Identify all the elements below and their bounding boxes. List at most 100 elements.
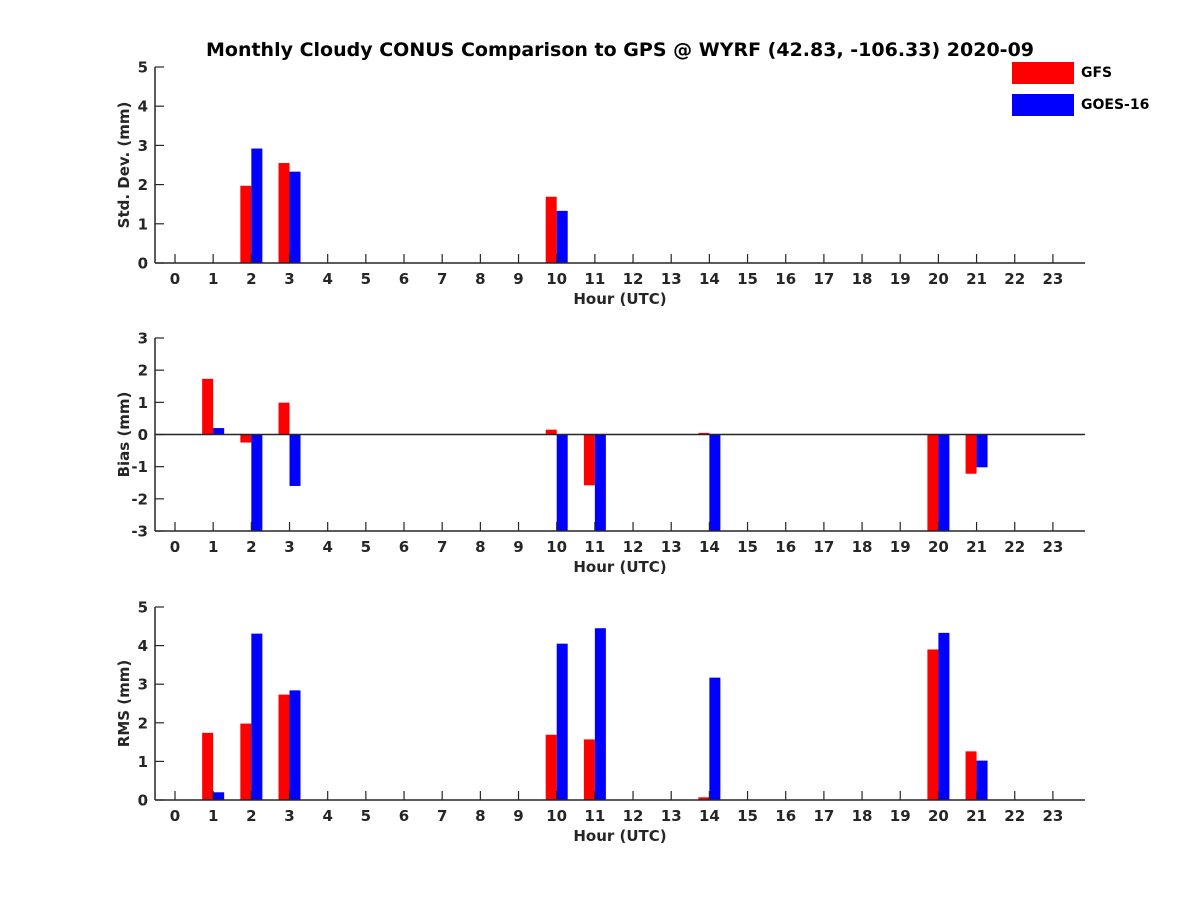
bar-gfs-hour-14 <box>698 432 710 435</box>
x-tick-label: 19 <box>890 807 911 825</box>
x-tick-label: 20 <box>928 538 949 556</box>
x-tick-label: 9 <box>513 270 523 288</box>
x-tick-label: 9 <box>513 538 523 556</box>
x-tick-label: 12 <box>623 538 644 556</box>
bar-goes16-hour-20 <box>938 434 950 531</box>
bar-goes16-hour-10 <box>556 643 568 800</box>
x-tick-label: 0 <box>170 270 180 288</box>
y-tick-label: -3 <box>131 523 148 541</box>
x-tick-label: 18 <box>852 538 873 556</box>
x-axis-label: Hour (UTC) <box>573 290 666 308</box>
bar-goes16-hour-2 <box>251 434 263 531</box>
y-tick-label: 4 <box>138 98 148 116</box>
x-tick-label: 18 <box>852 807 873 825</box>
y-tick-label: 3 <box>138 676 148 694</box>
bar-gfs-hour-3 <box>278 694 290 800</box>
x-tick-label: 13 <box>661 538 682 556</box>
bar-goes16-hour-20 <box>938 632 950 800</box>
x-tick-label: 20 <box>928 807 949 825</box>
x-tick-label: 4 <box>322 807 332 825</box>
x-tick-label: 16 <box>775 807 796 825</box>
y-axis-label: RMS (mm) <box>115 660 133 747</box>
bar-goes16-hour-14 <box>709 434 721 531</box>
bar-gfs-hour-1 <box>202 732 214 800</box>
x-tick-label: 23 <box>1042 538 1063 556</box>
x-tick-label: 8 <box>475 807 485 825</box>
legend-label-gfs: GFS <box>1081 65 1113 81</box>
x-tick-label: 12 <box>623 807 644 825</box>
legend-item-gfs: GFS <box>1012 62 1162 92</box>
chart-title: Monthly Cloudy CONUS Comparison to GPS @… <box>206 39 1034 61</box>
x-tick-label: 14 <box>699 270 720 288</box>
x-tick-label: 21 <box>966 538 987 556</box>
x-tick-label: 3 <box>284 807 294 825</box>
x-tick-label: 3 <box>284 270 294 288</box>
bar-gfs-hour-10 <box>545 196 557 263</box>
x-tick-label: 3 <box>284 538 294 556</box>
bar-gfs-hour-21 <box>965 751 977 800</box>
x-tick-label: 20 <box>928 270 949 288</box>
x-axis-label: Hour (UTC) <box>573 558 666 576</box>
x-axis-label: Hour (UTC) <box>573 827 666 845</box>
bar-gfs-hour-14 <box>698 797 710 800</box>
x-tick-label: 0 <box>170 807 180 825</box>
x-tick-label: 1 <box>208 270 218 288</box>
x-tick-label: 17 <box>813 270 834 288</box>
bar-goes16-hour-11 <box>594 628 606 800</box>
x-tick-label: 17 <box>813 807 834 825</box>
y-axis-label: Bias (mm) <box>115 392 133 478</box>
bar-goes16-hour-14 <box>709 677 721 800</box>
x-tick-label: 22 <box>1004 270 1025 288</box>
legend: GFS GOES-16 <box>1012 62 1162 126</box>
x-tick-label: 23 <box>1042 270 1063 288</box>
x-tick-label: 0 <box>170 538 180 556</box>
bar-goes16-hour-11 <box>594 434 606 531</box>
y-tick-label: -1 <box>131 458 148 476</box>
x-tick-label: 6 <box>399 270 409 288</box>
x-tick-label: 17 <box>813 538 834 556</box>
x-tick-label: 15 <box>737 270 758 288</box>
x-tick-label: 13 <box>661 270 682 288</box>
bar-goes16-hour-10 <box>556 434 568 531</box>
bar-gfs-hour-10 <box>545 429 557 435</box>
y-tick-label: 2 <box>138 714 148 732</box>
x-tick-label: 5 <box>361 270 371 288</box>
bar-gfs-hour-2 <box>240 185 252 263</box>
x-tick-label: 19 <box>890 538 911 556</box>
bar-gfs-hour-3 <box>278 402 290 435</box>
bar-gfs-hour-11 <box>583 434 595 486</box>
bar-goes16-hour-3 <box>289 690 301 800</box>
bar-gfs-hour-3 <box>278 163 290 263</box>
x-tick-label: 8 <box>475 538 485 556</box>
bar-goes16-hour-2 <box>251 148 263 263</box>
y-tick-label: 0 <box>138 792 148 810</box>
y-tick-label: 2 <box>138 362 148 380</box>
bar-gfs-hour-21 <box>965 434 977 474</box>
y-tick-label: 1 <box>138 215 148 233</box>
x-tick-label: 1 <box>208 538 218 556</box>
bar-gfs-hour-2 <box>240 434 252 443</box>
bar-gfs-hour-20 <box>927 649 939 800</box>
x-tick-label: 4 <box>322 270 332 288</box>
bar-goes16-hour-2 <box>251 633 263 800</box>
x-tick-label: 16 <box>775 538 796 556</box>
x-tick-label: 23 <box>1042 807 1063 825</box>
x-tick-label: 10 <box>546 538 567 556</box>
x-tick-label: 11 <box>584 807 605 825</box>
x-tick-label: 15 <box>737 807 758 825</box>
bar-gfs-hour-20 <box>927 434 939 531</box>
x-tick-label: 9 <box>513 807 523 825</box>
bar-goes16-hour-21 <box>976 434 988 468</box>
x-tick-label: 5 <box>361 807 371 825</box>
bar-gfs-hour-10 <box>545 734 557 800</box>
x-tick-label: 14 <box>699 538 720 556</box>
x-tick-label: 2 <box>246 270 256 288</box>
x-tick-label: 14 <box>699 807 720 825</box>
x-tick-label: 22 <box>1004 807 1025 825</box>
bar-gfs-hour-1 <box>202 378 214 435</box>
bar-gfs-hour-2 <box>240 723 252 800</box>
x-tick-label: 12 <box>623 270 644 288</box>
